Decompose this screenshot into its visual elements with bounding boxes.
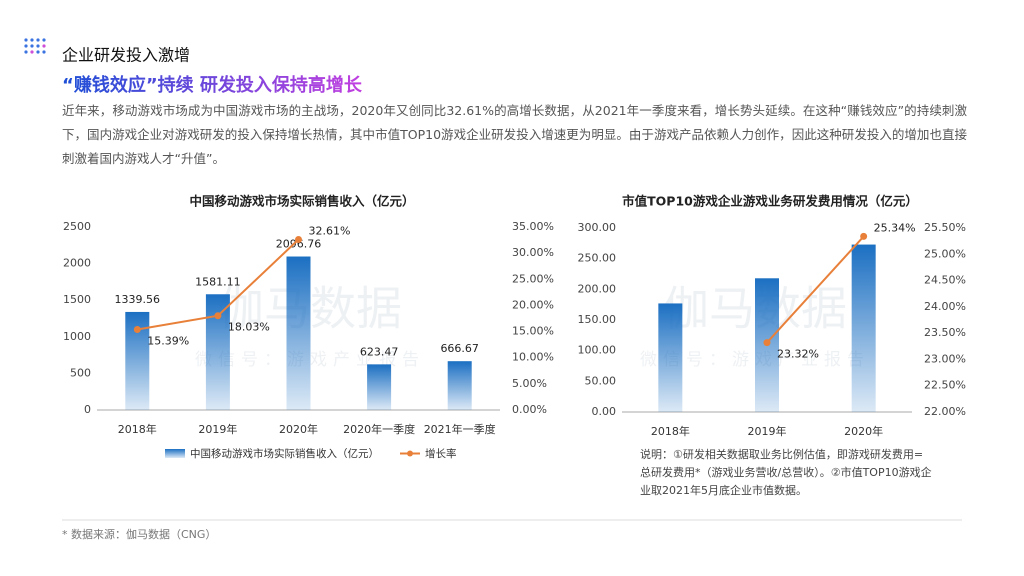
x-tick-label: 2021年一季度 [424,422,496,436]
watermark: 微信号：游戏产业报告 [640,350,870,370]
bar-label: 2096.76 [276,238,322,251]
x-tick-label: 2020年 [844,424,883,438]
y2-tick-label: 22.50% [924,379,966,392]
logo-dots [24,38,46,54]
legend-label: 中国移动游戏市场实际销售收入（亿元） [190,447,379,460]
line-point [295,235,302,243]
y-tick-label: 0 [84,403,91,416]
line-label: 23.32% [777,348,819,361]
y-tick-label: 0.00 [592,405,617,418]
y-tick-label: 300.00 [578,221,617,234]
y-tick-label: 500 [70,366,91,379]
y2-tick-label: 23.50% [924,326,966,339]
y2-tick-label: 10.00% [512,351,554,364]
y2-tick-label: 24.00% [924,300,966,313]
x-tick-label: 2020年一季度 [343,422,415,436]
y2-tick-label: 35.00% [512,220,554,233]
bar-label: 1339.56 [115,293,161,306]
bar-label: 623.47 [360,345,399,358]
y-tick-label: 150.00 [578,313,617,326]
bar [286,256,311,410]
legend-swatch [165,449,185,458]
y2-tick-label: 25.00% [924,247,966,260]
x-tick-label: 2018年 [118,422,157,436]
line-label: 18.03% [228,321,270,334]
line-label: 15.39% [147,335,189,348]
line-label: 25.34% [874,221,916,234]
y2-tick-label: 15.00% [512,325,554,338]
y-tick-label: 2500 [63,220,91,233]
x-tick-label: 2019年 [748,424,787,438]
bar [367,364,392,410]
bar [447,361,472,410]
y-tick-label: 50.00 [585,374,617,387]
header-title: 企业研发投入激增 [62,46,190,65]
bar [658,303,683,412]
y2-tick-label: 25.50% [924,221,966,234]
line-point [763,339,771,347]
line-point [133,326,141,334]
bar [851,244,876,412]
y2-tick-label: 22.00% [924,405,966,418]
legend-swatch [407,450,413,457]
line [766,235,865,344]
y-tick-label: 1000 [63,330,91,343]
x-tick-label: 2020年 [279,422,318,436]
y2-tick-label: 0.00% [512,403,547,416]
y-tick-label: 200.00 [578,282,617,295]
y2-tick-label: 30.00% [512,246,554,259]
y-tick-label: 1500 [63,293,91,306]
y2-tick-label: 20.00% [512,298,554,311]
x-tick-label: 2019年 [198,422,237,436]
y-tick-label: 100.00 [578,344,617,357]
y2-tick-label: 23.00% [924,352,966,365]
bar-label: 666.67 [440,342,479,355]
header-subtitle: “赚钱效应”持续 研发投入保持高增长 [62,74,363,96]
paragraph: 近年来，移动游戏市场成为中国游戏市场的主战场，2020年又创同比32.61%的高… [62,103,967,166]
y-tick-label: 2000 [63,257,91,270]
x-tick-label: 2018年 [651,424,690,438]
y2-tick-label: 24.50% [924,274,966,287]
source: * 数据来源：伽马数据（CNG） [62,527,216,541]
bar [205,294,230,410]
line-label: 32.61% [309,224,351,237]
bar-label: 1581.11 [195,275,241,288]
line-point [860,232,868,240]
y2-tick-label: 25.00% [512,272,554,285]
chart-title: 中国移动游戏市场实际销售收入（亿元） [189,194,414,209]
line-point [214,312,222,320]
chart-title: 市值TOP10游戏企业游戏业务研发费用情况（亿元） [622,194,918,209]
y2-tick-label: 5.00% [512,377,547,390]
legend-label: 增长率 [425,447,457,460]
y-tick-label: 250.00 [578,252,617,265]
note: 说明：①研发相关数据取业务比例估值，即游戏研发费用=总研发费用*（游戏业务营收/… [640,448,932,497]
